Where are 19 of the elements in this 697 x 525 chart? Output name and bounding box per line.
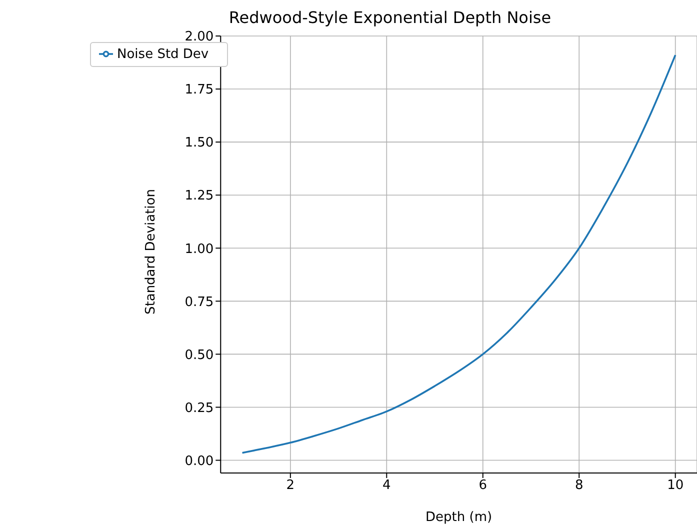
x-axis-title: Depth (m)	[426, 510, 492, 525]
y-axis-title: Standard Deviation	[143, 189, 158, 314]
y-tick-label: 2.00	[184, 30, 214, 45]
y-tick-label: 0.75	[184, 294, 214, 310]
y-tick-label: 0.25	[184, 400, 214, 416]
x-tick-label: 2	[286, 478, 295, 494]
y-tick-label: 1.75	[184, 82, 214, 98]
x-tick-label: 8	[574, 478, 584, 494]
legend-label: Noise Std Dev	[117, 47, 209, 62]
y-tick-label: 1.00	[184, 242, 214, 257]
x-tick-label: 4	[382, 478, 391, 494]
y-tick-label: 1.25	[184, 188, 214, 204]
line-series	[241, 54, 676, 454]
y-tick-label: 1.50	[184, 136, 214, 151]
x-tick-label: 6	[478, 478, 488, 494]
chart-title: Redwood-Style Exponential Depth Noise	[228, 8, 552, 27]
y-tick-label: 0.00	[184, 454, 214, 469]
x-tick-label: 10	[667, 478, 684, 494]
y-tick-label: 0.50	[184, 348, 214, 363]
